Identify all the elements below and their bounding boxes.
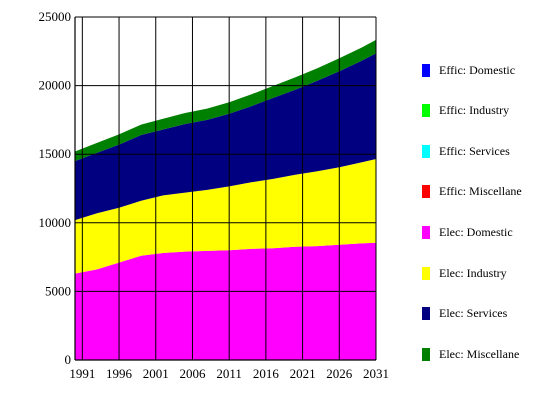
y-tick-label: 25000: [39, 9, 72, 24]
x-tick-label: 1996: [106, 366, 133, 381]
legend-item: Effic: Services: [422, 143, 510, 159]
area-elec-industry: [75, 159, 376, 274]
area-elec-miscellane: [75, 39, 376, 162]
axes: [74, 16, 377, 361]
legend-item: Elec: Services: [422, 306, 507, 322]
x-tick-label: 2006: [179, 366, 206, 381]
area-elec-services: [75, 53, 376, 221]
x-tick-label: 2001: [143, 366, 169, 381]
legend-label: Elec: Domestic: [439, 224, 513, 239]
area-elec-domestic: [75, 242, 376, 360]
legend-item: Elec: Miscellane: [422, 346, 519, 362]
legend-swatch: [422, 225, 430, 239]
legend-swatch: [422, 144, 430, 158]
y-tick-label: 20000: [39, 78, 72, 93]
x-tick-label: 2026: [326, 366, 353, 381]
legend-swatch: [422, 307, 430, 321]
legend-label: Elec: Industry: [439, 265, 507, 280]
legend-label: Effic: Miscellane: [439, 184, 522, 199]
area-series-group: [75, 39, 376, 360]
y-tick-label: 5000: [45, 283, 71, 298]
legend-label: Elec: Services: [439, 306, 508, 321]
y-tick-label: 10000: [39, 215, 72, 230]
legend-item: Elec: Domestic: [422, 224, 513, 240]
legend-swatch: [422, 266, 430, 280]
legend-swatch: [422, 104, 430, 118]
legend-label: Effic: Industry: [439, 103, 510, 118]
legend-item: Elec: Industry: [422, 265, 507, 281]
legend-label: Elec: Miscellane: [439, 346, 520, 361]
legend-label: Effic: Domestic: [439, 62, 516, 77]
x-tick-label: 2021: [290, 366, 316, 381]
x-tick-label: 2031: [363, 366, 389, 381]
legend-label: Effic: Services: [439, 143, 510, 158]
legend-swatch: [422, 63, 430, 77]
y-tick-label: 0: [65, 352, 72, 367]
x-axis-tick-labels: 1991 1996 2001 2006 2011 2016 2021 2026 2031: [69, 366, 389, 381]
legend-item: Effic: Miscellane: [422, 184, 522, 200]
x-tick-label: 2011: [216, 366, 242, 381]
x-tick-label: 2016: [253, 366, 280, 381]
legend-item: Effic: Domestic: [422, 62, 515, 78]
y-axis-tick-labels: 0 5000 10000 15000 20000 25000: [39, 9, 72, 367]
y-tick-label: 15000: [39, 146, 72, 161]
legend-swatch: [422, 347, 430, 361]
x-tick-label: 1991: [69, 366, 95, 381]
legend-item: Effic: Industry: [422, 103, 509, 119]
legend-swatch: [422, 185, 430, 199]
